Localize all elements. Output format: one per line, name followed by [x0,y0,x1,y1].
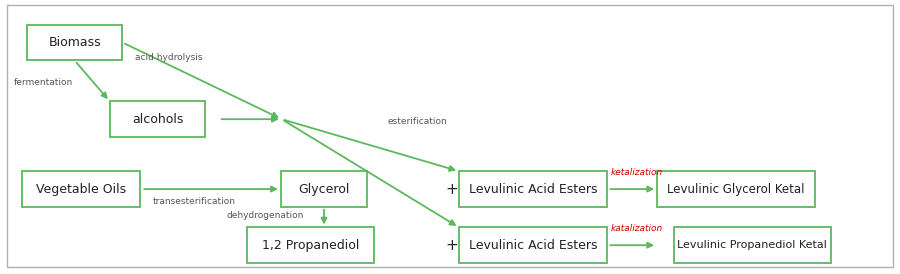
Text: katalization: katalization [610,224,662,233]
Text: Glycerol: Glycerol [298,182,350,196]
FancyBboxPatch shape [22,171,140,207]
FancyBboxPatch shape [458,171,607,207]
FancyBboxPatch shape [673,227,832,263]
Text: Levulinic Acid Esters: Levulinic Acid Esters [469,239,597,252]
Text: Levulinic Acid Esters: Levulinic Acid Esters [469,182,597,196]
Text: acid hydrolysis: acid hydrolysis [135,53,202,62]
Text: +: + [446,238,458,253]
Text: Levulinic Glycerol Ketal: Levulinic Glycerol Ketal [668,182,805,196]
Text: Levulinic Propanediol Ketal: Levulinic Propanediol Ketal [678,240,827,250]
Text: Biomass: Biomass [49,36,101,49]
Text: fermentation: fermentation [14,78,73,87]
FancyBboxPatch shape [248,227,374,263]
Text: dehydrogenation: dehydrogenation [227,211,304,220]
Text: 1,2 Propanediol: 1,2 Propanediol [262,239,359,252]
FancyBboxPatch shape [657,171,815,207]
Text: esterification: esterification [387,117,446,126]
Text: +: + [446,182,458,196]
Text: alcohols: alcohols [131,113,184,126]
FancyBboxPatch shape [110,101,204,137]
FancyBboxPatch shape [458,227,607,263]
Text: Vegetable Oils: Vegetable Oils [36,182,126,196]
Text: ketalization: ketalization [610,168,662,177]
FancyBboxPatch shape [281,171,367,207]
FancyBboxPatch shape [28,25,122,60]
FancyBboxPatch shape [7,5,893,267]
Text: transesterification: transesterification [153,197,236,206]
